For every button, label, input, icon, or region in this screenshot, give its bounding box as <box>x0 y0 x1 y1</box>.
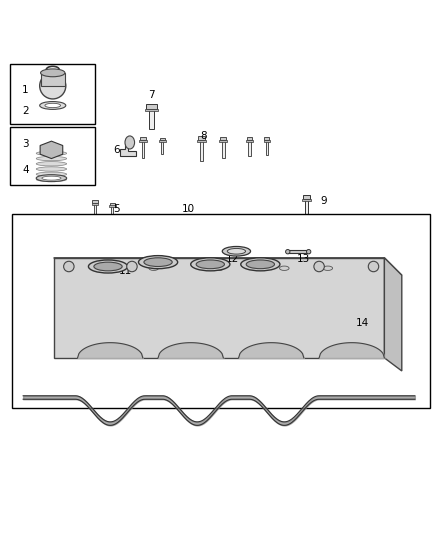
Circle shape <box>127 261 137 272</box>
Bar <box>264 138 269 140</box>
Bar <box>304 199 307 216</box>
Ellipse shape <box>241 258 280 271</box>
Text: 9: 9 <box>320 196 327 206</box>
Bar <box>92 200 98 204</box>
Bar <box>220 137 226 140</box>
Ellipse shape <box>41 69 65 77</box>
Ellipse shape <box>222 246 251 256</box>
Ellipse shape <box>42 176 61 180</box>
Ellipse shape <box>286 249 290 254</box>
Ellipse shape <box>36 167 67 171</box>
Ellipse shape <box>94 262 122 271</box>
Circle shape <box>368 261 379 272</box>
Ellipse shape <box>36 177 67 182</box>
Bar <box>146 104 157 109</box>
Ellipse shape <box>307 249 311 254</box>
Bar <box>149 109 154 128</box>
Text: 11: 11 <box>119 266 132 276</box>
Bar <box>92 203 99 205</box>
Text: 1: 1 <box>22 85 28 95</box>
Ellipse shape <box>246 260 275 269</box>
Bar <box>247 137 252 140</box>
Ellipse shape <box>36 151 67 156</box>
Bar <box>111 206 113 219</box>
Bar <box>139 140 147 142</box>
Bar <box>301 199 311 201</box>
Ellipse shape <box>138 256 178 269</box>
Ellipse shape <box>323 266 332 270</box>
Circle shape <box>40 73 66 99</box>
Polygon shape <box>120 140 136 156</box>
Text: 12: 12 <box>226 254 239 264</box>
Ellipse shape <box>144 258 172 266</box>
Bar <box>10 127 95 184</box>
Ellipse shape <box>191 258 230 271</box>
Polygon shape <box>53 258 402 275</box>
Bar <box>145 109 158 111</box>
Ellipse shape <box>40 102 66 109</box>
Bar <box>197 140 206 142</box>
Ellipse shape <box>279 266 289 270</box>
Bar <box>264 140 270 142</box>
Bar <box>200 140 203 161</box>
Polygon shape <box>385 258 402 371</box>
Bar <box>246 140 253 142</box>
Bar <box>248 140 251 156</box>
Bar <box>110 203 115 206</box>
Bar <box>303 195 310 199</box>
Circle shape <box>64 261 74 272</box>
Bar <box>12 214 430 408</box>
Bar <box>219 140 227 142</box>
Bar <box>10 64 95 124</box>
Ellipse shape <box>88 260 127 273</box>
Text: 6: 6 <box>113 145 120 155</box>
Bar <box>41 73 65 86</box>
Text: 14: 14 <box>356 318 369 328</box>
Text: 2: 2 <box>22 106 28 116</box>
Bar <box>109 205 116 207</box>
Ellipse shape <box>149 266 159 270</box>
Bar <box>222 140 225 158</box>
Bar <box>160 138 165 140</box>
Text: 5: 5 <box>113 204 120 214</box>
Bar <box>288 250 309 254</box>
Ellipse shape <box>45 103 60 108</box>
Circle shape <box>314 261 324 272</box>
Ellipse shape <box>36 172 67 176</box>
Text: 3: 3 <box>22 139 28 149</box>
Ellipse shape <box>227 248 246 254</box>
Ellipse shape <box>36 175 67 182</box>
Ellipse shape <box>36 156 67 161</box>
Text: 13: 13 <box>297 254 311 264</box>
Bar <box>94 204 96 216</box>
Text: 10: 10 <box>182 204 195 214</box>
Polygon shape <box>40 141 63 158</box>
Bar <box>266 140 268 155</box>
Bar <box>141 140 144 158</box>
Ellipse shape <box>214 266 224 270</box>
Ellipse shape <box>36 161 67 166</box>
Polygon shape <box>53 258 385 358</box>
Ellipse shape <box>196 260 224 269</box>
Text: 7: 7 <box>148 91 155 100</box>
Ellipse shape <box>125 136 134 149</box>
Bar <box>140 137 146 140</box>
Bar <box>198 136 205 140</box>
Text: 4: 4 <box>22 165 28 175</box>
Text: 8: 8 <box>201 131 207 141</box>
Bar <box>161 140 163 154</box>
Bar <box>159 140 166 142</box>
